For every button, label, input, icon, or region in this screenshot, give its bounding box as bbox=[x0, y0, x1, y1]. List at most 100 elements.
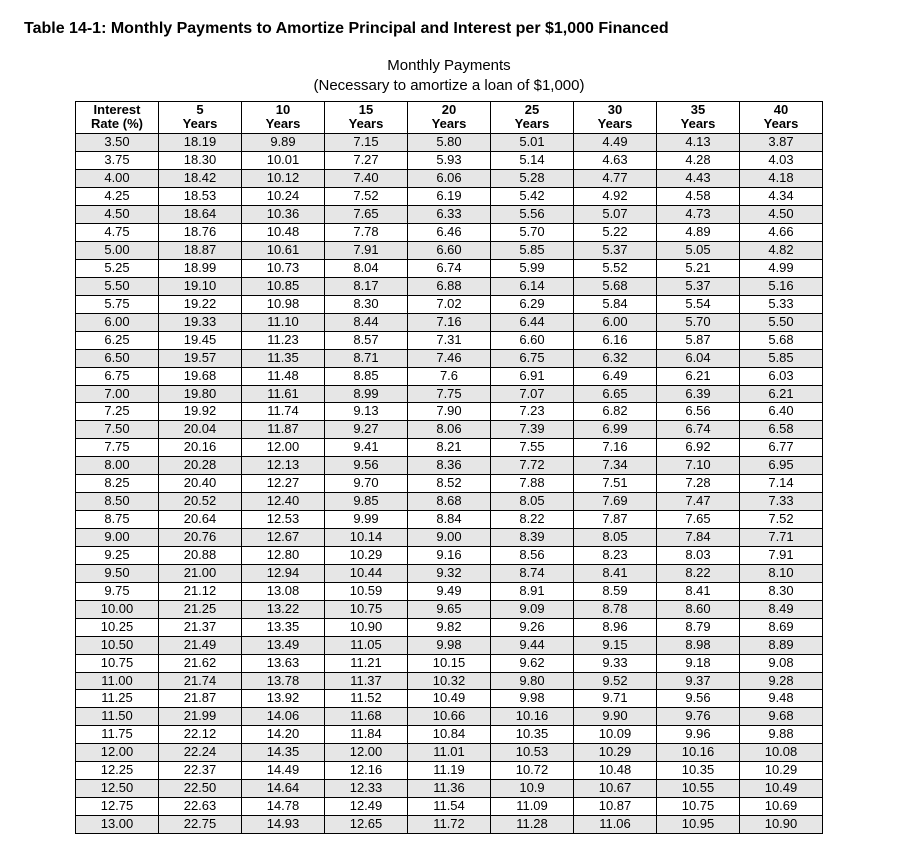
payment-cell: 8.89 bbox=[740, 636, 823, 654]
payment-cell: 5.54 bbox=[657, 295, 740, 313]
rate-cell: 8.50 bbox=[76, 493, 159, 511]
payment-cell: 7.52 bbox=[740, 511, 823, 529]
table-row: 4.2518.5310.247.526.195.424.924.584.34 bbox=[76, 188, 823, 206]
table-row: 7.7520.1612.009.418.217.557.166.926.77 bbox=[76, 439, 823, 457]
table-row: 5.5019.1010.858.176.886.145.685.375.16 bbox=[76, 277, 823, 295]
payment-cell: 7.28 bbox=[657, 475, 740, 493]
payment-cell: 7.69 bbox=[574, 493, 657, 511]
payment-cell: 14.49 bbox=[242, 762, 325, 780]
payment-cell: 22.75 bbox=[159, 816, 242, 834]
payment-cell: 9.65 bbox=[408, 600, 491, 618]
payment-cell: 18.30 bbox=[159, 152, 242, 170]
payment-cell: 8.30 bbox=[740, 582, 823, 600]
payment-cell: 10.35 bbox=[657, 762, 740, 780]
rate-cell: 12.00 bbox=[76, 744, 159, 762]
payment-cell: 6.92 bbox=[657, 439, 740, 457]
payment-cell: 10.9 bbox=[491, 780, 574, 798]
payment-cell: 7.52 bbox=[325, 188, 408, 206]
payment-cell: 12.80 bbox=[242, 546, 325, 564]
payment-cell: 10.75 bbox=[325, 600, 408, 618]
payment-cell: 9.52 bbox=[574, 672, 657, 690]
rate-cell: 5.75 bbox=[76, 295, 159, 313]
payment-cell: 7.31 bbox=[408, 331, 491, 349]
payment-cell: 11.21 bbox=[325, 654, 408, 672]
payment-cell: 5.05 bbox=[657, 242, 740, 260]
payment-cell: 20.04 bbox=[159, 421, 242, 439]
payment-cell: 4.92 bbox=[574, 188, 657, 206]
payment-cell: 20.52 bbox=[159, 493, 242, 511]
payment-cell: 11.35 bbox=[242, 349, 325, 367]
rate-cell: 13.00 bbox=[76, 816, 159, 834]
payment-cell: 5.56 bbox=[491, 206, 574, 224]
table-row: 9.2520.8812.8010.299.168.568.238.037.91 bbox=[76, 546, 823, 564]
payment-cell: 8.78 bbox=[574, 600, 657, 618]
payment-cell: 6.06 bbox=[408, 170, 491, 188]
payment-cell: 5.16 bbox=[740, 277, 823, 295]
rate-cell: 12.25 bbox=[76, 762, 159, 780]
payment-cell: 6.21 bbox=[740, 385, 823, 403]
payment-cell: 12.53 bbox=[242, 511, 325, 529]
payment-cell: 9.44 bbox=[491, 636, 574, 654]
payment-cell: 9.27 bbox=[325, 421, 408, 439]
payment-cell: 6.65 bbox=[574, 385, 657, 403]
table-row: 5.2518.9910.738.046.745.995.525.214.99 bbox=[76, 259, 823, 277]
payment-cell: 11.01 bbox=[408, 744, 491, 762]
payment-cell: 9.62 bbox=[491, 654, 574, 672]
payment-cell: 8.85 bbox=[325, 367, 408, 385]
payment-cell: 10.01 bbox=[242, 152, 325, 170]
rate-cell: 9.25 bbox=[76, 546, 159, 564]
payment-cell: 9.37 bbox=[657, 672, 740, 690]
payment-cell: 12.94 bbox=[242, 564, 325, 582]
payment-cell: 11.52 bbox=[325, 690, 408, 708]
payment-cell: 19.68 bbox=[159, 367, 242, 385]
payment-cell: 7.51 bbox=[574, 475, 657, 493]
payment-cell: 9.28 bbox=[740, 672, 823, 690]
rate-cell: 10.25 bbox=[76, 618, 159, 636]
rate-cell: 11.50 bbox=[76, 708, 159, 726]
table-row: 11.5021.9914.0611.6810.6610.169.909.769.… bbox=[76, 708, 823, 726]
header-years-5: 5Years bbox=[159, 101, 242, 134]
payment-cell: 9.13 bbox=[325, 403, 408, 421]
payment-cell: 19.45 bbox=[159, 331, 242, 349]
payment-cell: 6.03 bbox=[740, 367, 823, 385]
payment-cell: 9.56 bbox=[325, 457, 408, 475]
rate-cell: 4.00 bbox=[76, 170, 159, 188]
payment-cell: 8.99 bbox=[325, 385, 408, 403]
payment-cell: 7.47 bbox=[657, 493, 740, 511]
payment-cell: 8.39 bbox=[491, 529, 574, 547]
payment-cell: 7.71 bbox=[740, 529, 823, 547]
rate-cell: 7.75 bbox=[76, 439, 159, 457]
payment-cell: 10.12 bbox=[242, 170, 325, 188]
payment-cell: 8.56 bbox=[491, 546, 574, 564]
table-row: 6.2519.4511.238.577.316.606.165.875.68 bbox=[76, 331, 823, 349]
payment-cell: 8.98 bbox=[657, 636, 740, 654]
payment-cell: 7.6 bbox=[408, 367, 491, 385]
table-row: 4.7518.7610.487.786.465.705.224.894.66 bbox=[76, 224, 823, 242]
table-row: 12.5022.5014.6412.3311.3610.910.6710.551… bbox=[76, 780, 823, 798]
table-row: 10.0021.2513.2210.759.659.098.788.608.49 bbox=[76, 600, 823, 618]
rate-cell: 8.00 bbox=[76, 457, 159, 475]
payment-cell: 8.05 bbox=[574, 529, 657, 547]
payment-cell: 8.17 bbox=[325, 277, 408, 295]
payment-cell: 10.48 bbox=[574, 762, 657, 780]
payment-cell: 10.84 bbox=[408, 726, 491, 744]
payment-cell: 6.40 bbox=[740, 403, 823, 421]
payment-cell: 4.49 bbox=[574, 134, 657, 152]
header-years-25: 25Years bbox=[491, 101, 574, 134]
payment-cell: 22.50 bbox=[159, 780, 242, 798]
rate-cell: 6.25 bbox=[76, 331, 159, 349]
payment-cell: 13.22 bbox=[242, 600, 325, 618]
payment-cell: 9.41 bbox=[325, 439, 408, 457]
payment-cell: 10.72 bbox=[491, 762, 574, 780]
table-row: 4.0018.4210.127.406.065.284.774.434.18 bbox=[76, 170, 823, 188]
payment-cell: 10.29 bbox=[574, 744, 657, 762]
payment-cell: 10.53 bbox=[491, 744, 574, 762]
table-row: 12.2522.3714.4912.1611.1910.7210.4810.35… bbox=[76, 762, 823, 780]
payment-cell: 20.88 bbox=[159, 546, 242, 564]
payment-cell: 8.04 bbox=[325, 259, 408, 277]
payment-cell: 9.98 bbox=[408, 636, 491, 654]
payment-cell: 6.46 bbox=[408, 224, 491, 242]
payment-cell: 10.73 bbox=[242, 259, 325, 277]
payment-cell: 6.44 bbox=[491, 313, 574, 331]
table-row: 11.2521.8713.9211.5210.499.989.719.569.4… bbox=[76, 690, 823, 708]
